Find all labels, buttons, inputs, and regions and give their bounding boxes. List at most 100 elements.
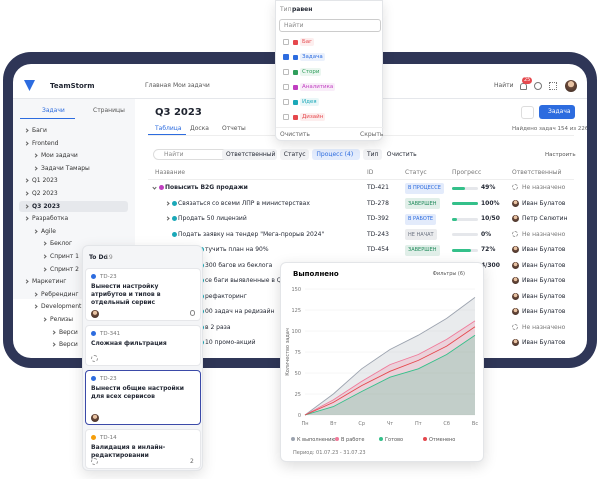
badge: 25	[522, 77, 533, 84]
task-name[interactable]: Повысить B2G продажи	[165, 184, 248, 191]
task-name[interactable]: се баги выявленные в Q3	[205, 277, 286, 284]
type-option[interactable]: Задача	[300, 53, 325, 61]
task-name[interactable]: Подать заявку на тендер "Мега-прорыв 202…	[178, 230, 325, 238]
sidebar-item[interactable]: Ребрендинг	[41, 290, 79, 298]
legend-label: Отменено	[429, 437, 455, 443]
x-tick-label: Вс	[472, 421, 478, 427]
column-title: To Do	[89, 254, 108, 261]
avatar	[512, 199, 519, 207]
type-option[interactable]: Идея	[300, 98, 319, 106]
chart-filters[interactable]: Фильтры (6)	[433, 271, 465, 277]
settings[interactable]: Настроить	[545, 151, 576, 158]
sidebar-item[interactable]: Agile	[41, 227, 56, 235]
type-option[interactable]: Стори	[300, 68, 322, 76]
checkbox[interactable]	[283, 54, 289, 60]
sidebar-item[interactable]: Frontend	[32, 139, 59, 147]
task-name[interactable]: 10 промо-акций	[205, 339, 256, 346]
chart-period: Период: 01.07.23 - 31.07.23	[293, 450, 366, 456]
checkbox[interactable]	[283, 114, 289, 120]
sidebar-item[interactable]: Маркетинг	[32, 278, 67, 286]
sidebar-item[interactable]: Баги	[32, 127, 47, 134]
task-name[interactable]: Продать 50 лицензий	[178, 215, 247, 222]
type-option[interactable]: Дизайн	[300, 113, 326, 121]
sidebar-item[interactable]: Q1 2023	[32, 177, 58, 185]
task-name[interactable]: 300 багов из беклога	[205, 261, 273, 269]
sidebar-item[interactable]: Q3 2023	[32, 202, 61, 210]
task-name[interactable]: в 2 раза	[205, 323, 231, 331]
assignee: Петр Селютин	[522, 215, 568, 222]
help[interactable]	[534, 82, 542, 90]
logo	[24, 80, 35, 91]
task-card[interactable]: TD-14 Валидация в инлайн-редактировании 2	[85, 429, 201, 469]
task-name[interactable]: рефакторинг	[205, 292, 247, 300]
comment-count: 2	[190, 458, 194, 465]
sidebar-item[interactable]: Спринт 1	[50, 253, 79, 260]
sidebar-item[interactable]: Релизы	[50, 316, 73, 323]
add-task-button[interactable]: Задача	[539, 105, 575, 119]
filter-chip[interactable]: Статус	[279, 149, 310, 160]
task-name[interactable]: тучить план на 90%	[205, 246, 269, 253]
search[interactable]: Найти	[494, 82, 514, 89]
view-tab[interactable]: Таблица	[155, 125, 182, 132]
selected-item	[19, 200, 128, 212]
dropdown-search[interactable]: Найти	[279, 19, 381, 32]
clear-button[interactable]: Очистить	[280, 131, 310, 138]
legend-swatch	[379, 437, 383, 441]
task-icon	[172, 231, 177, 237]
task-card[interactable]: TD-23 Вынести настройку атрибутов и типов…	[85, 268, 201, 321]
filter-chip[interactable]: Тип	[363, 149, 382, 160]
sidebar-tab[interactable]: Задачи	[42, 107, 65, 114]
task-card[interactable]: TD-23 Вынести общие настройки для всех се…	[85, 370, 201, 425]
sidebar-item[interactable]: Q2 2023	[32, 190, 58, 197]
hide-button[interactable]: Скрыть	[360, 131, 384, 138]
chart-card: Выполнено Фильтры (6) Количество задач 0 25 5…	[280, 262, 484, 462]
task-title: Вынести настройку атрибутов и типов в от…	[91, 283, 161, 306]
filter-chip[interactable]: Процесс (4)	[312, 149, 360, 160]
checkbox[interactable]	[283, 84, 289, 90]
task-id: TD-23	[100, 273, 117, 280]
sidebar-item[interactable]: Development	[41, 303, 82, 311]
progress-track	[452, 248, 478, 252]
avatar	[91, 414, 99, 422]
sidebar-item[interactable]: Верси	[59, 328, 78, 336]
filter-operator[interactable]: равен	[292, 6, 313, 13]
avatar	[512, 292, 519, 300]
task-title: Вынести общие настройки для всех сервисо…	[91, 385, 184, 400]
sidebar-item[interactable]: Разработка	[32, 215, 69, 223]
avatar	[512, 215, 519, 222]
bell[interactable]	[520, 83, 527, 90]
view-tab[interactable]: Отчеты	[222, 125, 246, 132]
task-card[interactable]: TD-341 Сложная фильтрация	[85, 325, 201, 366]
view-tab[interactable]: Доска	[190, 125, 209, 132]
assignee: Не назначено	[522, 323, 566, 331]
unassigned-icon	[512, 184, 518, 190]
dropdown-search-label: Найти	[284, 22, 304, 29]
checkbox[interactable]	[283, 39, 289, 45]
task-icon	[91, 274, 96, 279]
task-name[interactable]: 00 задач на редизайн	[205, 308, 275, 315]
sidebar-item[interactable]: Беклог	[50, 240, 73, 248]
add-card[interactable]	[193, 254, 199, 260]
sidebar-item[interactable]: Верси	[59, 341, 78, 349]
nav-link[interactable]: Мои задачи	[173, 82, 210, 89]
filter-chip[interactable]: Ответственный	[222, 149, 277, 160]
clear-filters[interactable]: Очистить	[386, 150, 417, 158]
area	[305, 320, 475, 415]
sidebar-item[interactable]: Мои задачи	[41, 152, 78, 160]
apps[interactable]	[549, 82, 557, 90]
checkbox[interactable]	[283, 99, 289, 105]
type-option[interactable]: Баг	[300, 38, 315, 46]
view-underline	[148, 134, 186, 135]
legend-swatch	[423, 437, 427, 441]
sidebar-item[interactable]: Спринт 2	[50, 265, 79, 273]
task-name[interactable]: Связаться со всеми ЛПР в министерствах	[178, 199, 310, 207]
type-option[interactable]: Аналитика	[300, 83, 336, 91]
info-button[interactable]	[521, 106, 534, 119]
sidebar-tab[interactable]: Страницы	[93, 107, 125, 114]
x-tick-label: Чт	[387, 421, 393, 427]
nav-link[interactable]: Главная	[145, 82, 171, 89]
avatar	[512, 277, 519, 284]
sidebar-item[interactable]: Задачи Тамары	[41, 164, 90, 172]
y-tick-label: 75	[295, 350, 301, 356]
checkbox[interactable]	[283, 69, 289, 75]
